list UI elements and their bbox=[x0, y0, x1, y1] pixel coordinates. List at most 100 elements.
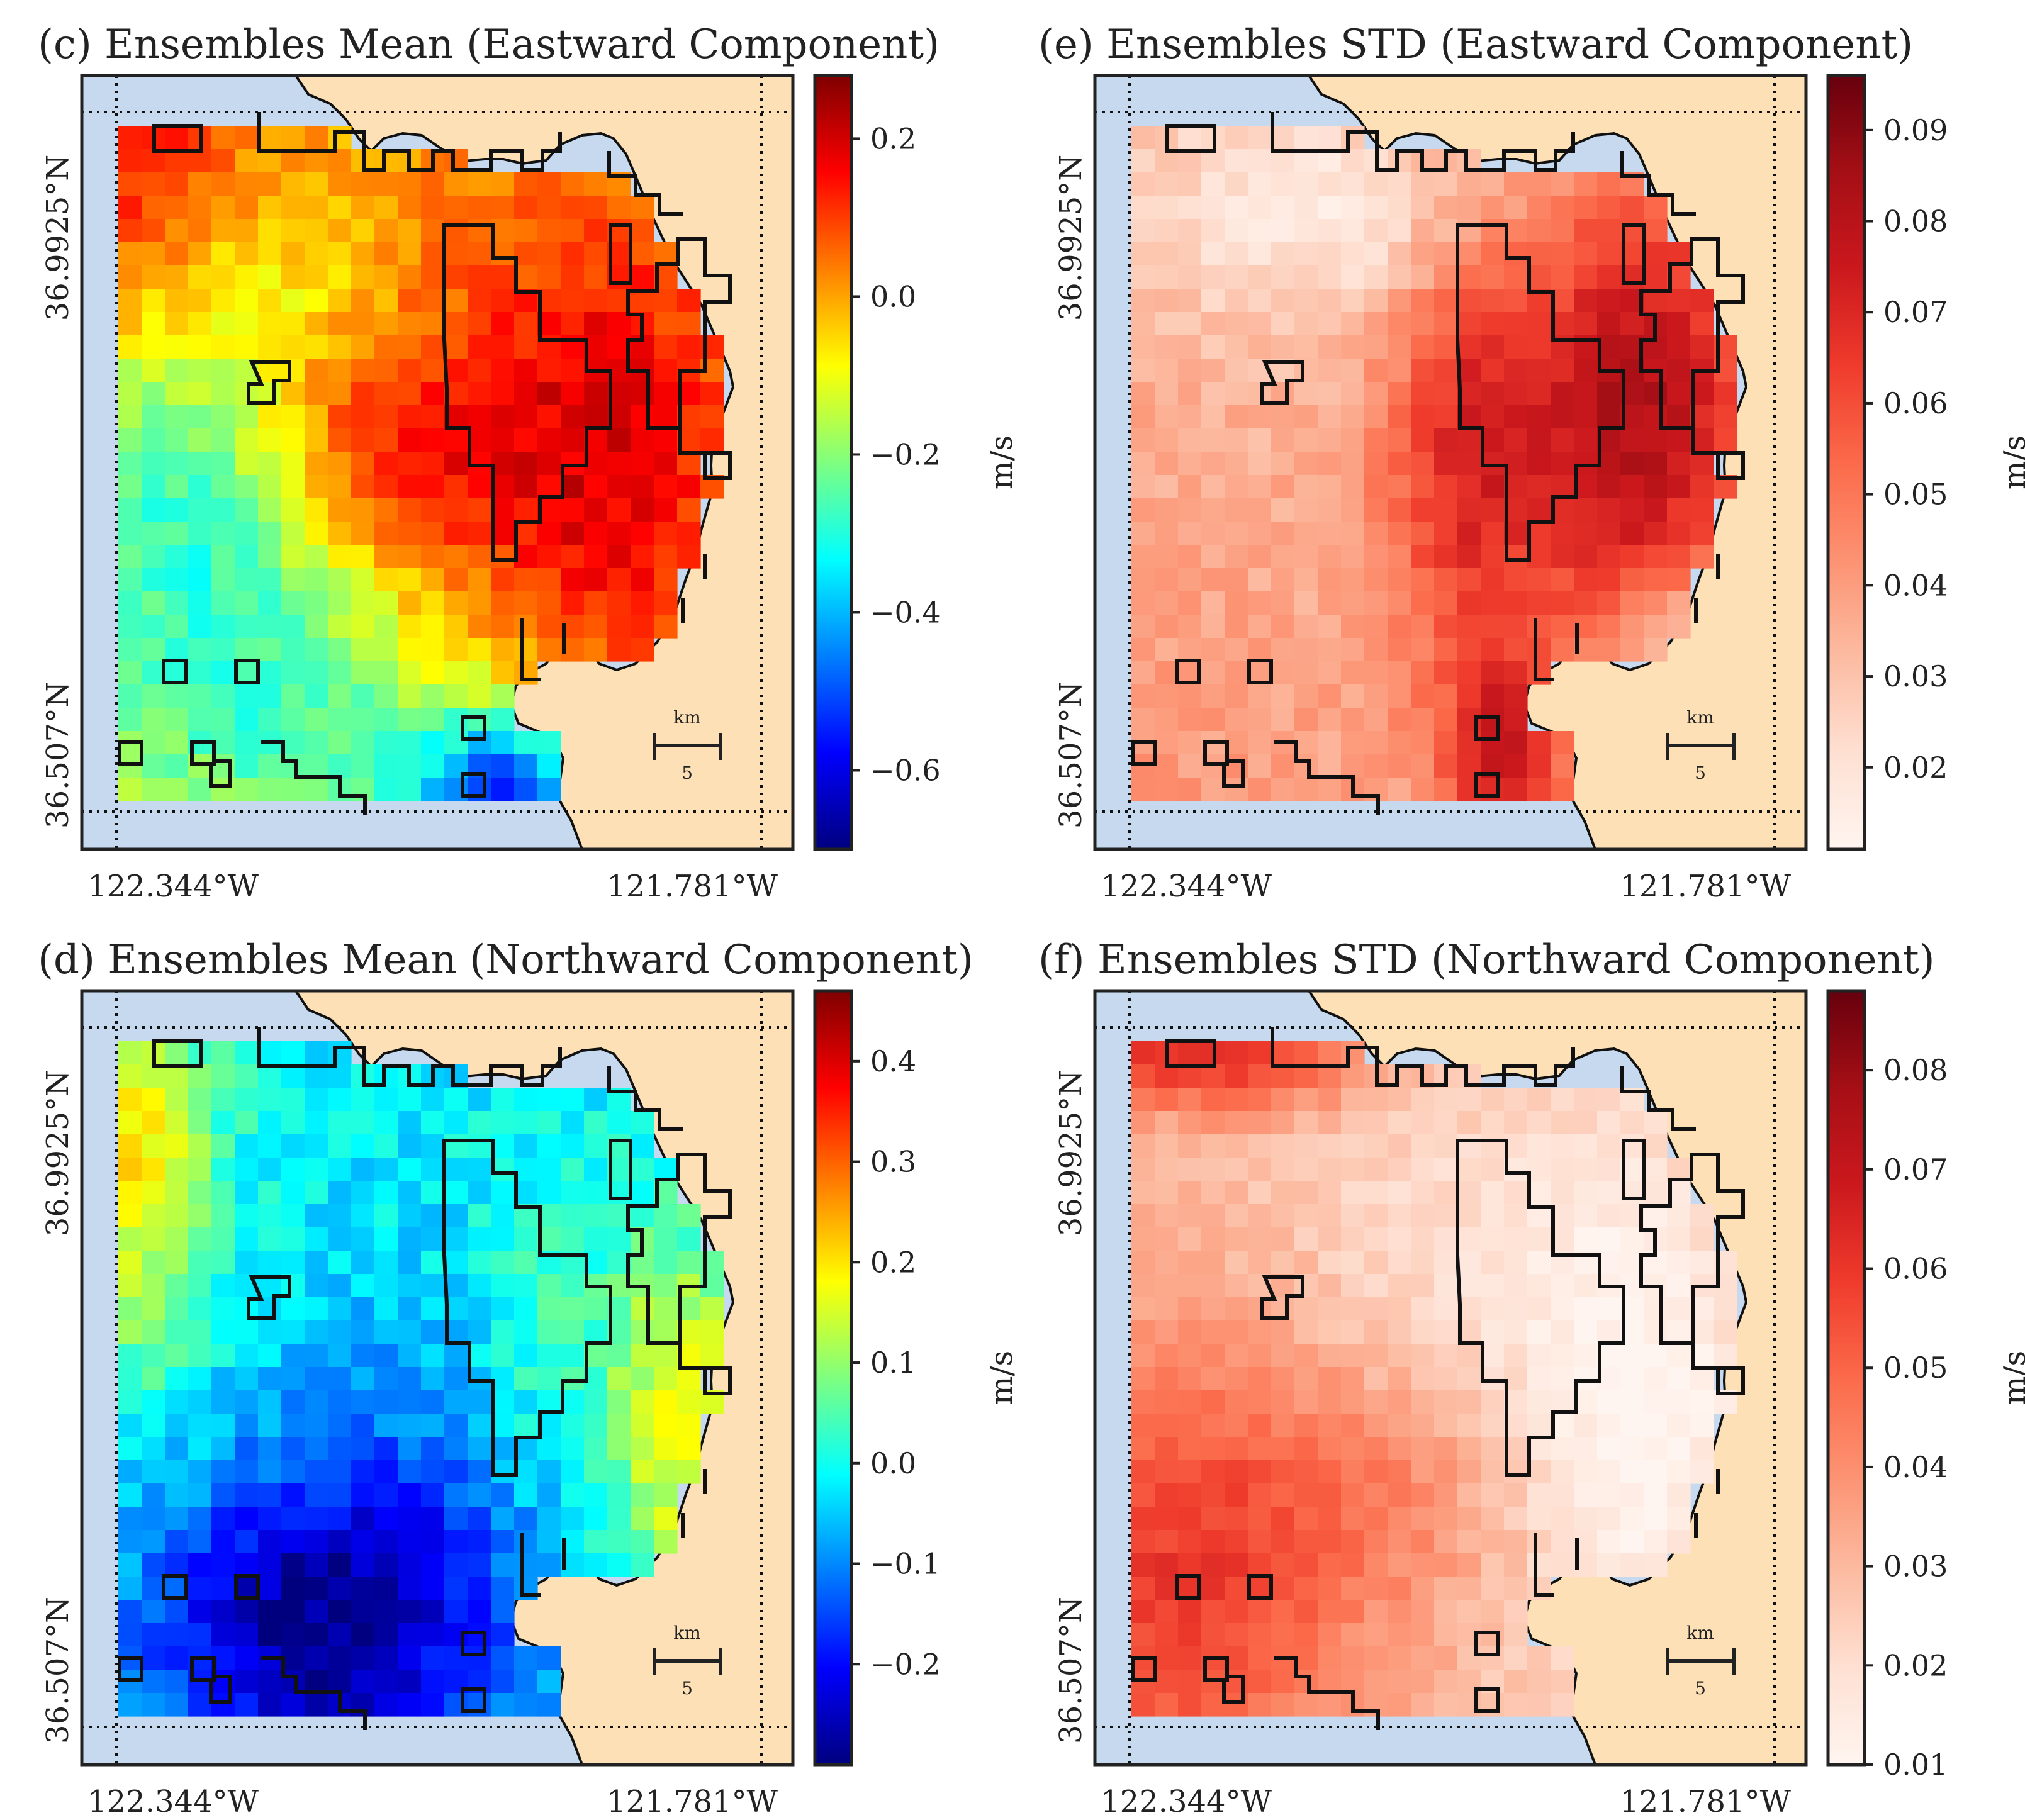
heat-cell bbox=[1318, 1344, 1342, 1368]
heat-cell bbox=[1644, 1367, 1668, 1391]
heat-cell bbox=[1271, 265, 1295, 289]
heat-cell bbox=[1644, 1530, 1668, 1554]
heat-cell bbox=[1341, 1158, 1365, 1181]
heat-cell bbox=[1318, 289, 1342, 313]
heat-cell bbox=[1271, 1134, 1295, 1158]
heat-cell bbox=[142, 591, 165, 615]
heat-cell bbox=[491, 172, 515, 196]
heat-cell bbox=[421, 1600, 445, 1624]
heat-cell bbox=[491, 615, 515, 639]
heat-cell bbox=[235, 1181, 259, 1205]
heat-cell bbox=[514, 591, 538, 615]
heat-cell bbox=[1341, 1134, 1365, 1158]
heat-cell bbox=[1597, 172, 1621, 196]
heat-cell bbox=[1504, 1251, 1528, 1275]
heat-cell bbox=[305, 289, 328, 313]
heat-cell bbox=[607, 1344, 631, 1368]
heat-cell bbox=[654, 545, 678, 569]
heat-cell bbox=[1225, 1088, 1248, 1112]
heat-cell bbox=[1481, 1158, 1505, 1181]
heat-cell bbox=[1527, 638, 1551, 662]
heat-cell bbox=[281, 1553, 305, 1577]
heat-cell bbox=[1294, 1367, 1318, 1391]
heat-cell bbox=[537, 1693, 561, 1717]
heat-cell bbox=[1201, 242, 1225, 266]
heat-cell bbox=[607, 428, 631, 452]
heat-cell bbox=[1667, 1507, 1691, 1531]
heat-cell bbox=[258, 1483, 282, 1507]
heat-cell bbox=[235, 172, 259, 196]
heat-cell bbox=[1341, 1530, 1365, 1554]
heat-cell bbox=[142, 731, 165, 755]
heat-cell bbox=[584, 265, 608, 289]
heat-cell bbox=[351, 1437, 375, 1461]
heat-cell bbox=[1690, 1204, 1714, 1228]
heat-cell bbox=[561, 1414, 585, 1438]
heat-cell bbox=[1341, 405, 1365, 429]
heat-cell bbox=[444, 568, 468, 592]
heat-cell bbox=[1271, 149, 1295, 173]
heat-cell bbox=[561, 1158, 585, 1181]
heat-cell bbox=[235, 1693, 259, 1717]
heat-cell bbox=[491, 1297, 515, 1321]
zone-outline bbox=[1175, 659, 1201, 684]
heat-cell bbox=[188, 382, 212, 406]
heat-cell bbox=[165, 452, 189, 476]
heat-cell bbox=[351, 405, 375, 429]
heat-cell bbox=[1481, 708, 1505, 732]
heat-cell bbox=[1481, 1320, 1505, 1344]
zone-outline bbox=[1474, 715, 1500, 741]
heat-cell bbox=[1551, 1646, 1574, 1670]
heat-cell bbox=[631, 1204, 654, 1228]
heat-cell bbox=[118, 545, 142, 569]
heat-cell bbox=[1574, 1390, 1598, 1414]
heat-cell bbox=[118, 1134, 142, 1158]
heat-cell bbox=[165, 242, 189, 266]
heat-cell bbox=[1504, 754, 1528, 778]
heat-cell bbox=[1457, 568, 1481, 592]
zone-outline bbox=[1456, 223, 1625, 562]
heat-cell bbox=[514, 1483, 538, 1507]
heat-cell bbox=[1178, 1088, 1202, 1112]
heat-cell bbox=[258, 1670, 282, 1694]
heat-cell bbox=[305, 778, 328, 801]
heat-cell bbox=[1341, 1204, 1365, 1228]
heat-cell bbox=[1318, 615, 1342, 639]
heat-cell bbox=[165, 1483, 189, 1507]
heat-cell bbox=[1131, 172, 1155, 196]
heat-cell bbox=[351, 1320, 375, 1344]
heat-cell bbox=[281, 219, 305, 243]
heat-cell bbox=[188, 1251, 212, 1275]
heat-cell bbox=[421, 1460, 445, 1484]
heat-cell bbox=[305, 1530, 328, 1554]
heat-cell bbox=[1294, 1553, 1318, 1577]
heat-cell bbox=[584, 1111, 608, 1135]
heat-cell bbox=[235, 289, 259, 313]
zone-outline bbox=[626, 1153, 732, 1345]
heat-cell bbox=[142, 1414, 165, 1438]
heat-cell bbox=[1271, 1320, 1295, 1344]
heat-cell bbox=[654, 1437, 678, 1461]
heat-cell bbox=[1178, 335, 1202, 359]
heat-cell bbox=[1551, 1390, 1574, 1414]
heat-cell bbox=[1388, 498, 1411, 522]
colorbar-tick-label: 0.0 bbox=[870, 279, 916, 313]
heat-cell bbox=[1178, 708, 1202, 732]
scale-bar bbox=[653, 733, 722, 760]
map-panel: km5(c) Ensembles Mean (Eastward Componen… bbox=[38, 21, 1019, 904]
heat-cell bbox=[1411, 359, 1435, 382]
heat-cell bbox=[1457, 312, 1481, 336]
heat-cell bbox=[700, 1344, 724, 1368]
zone-outline bbox=[442, 1139, 612, 1477]
heat-cell bbox=[235, 242, 259, 266]
heat-cell bbox=[1294, 684, 1318, 708]
heat-cell bbox=[1551, 754, 1574, 778]
heat-cell bbox=[328, 1437, 352, 1461]
heat-cell bbox=[1155, 754, 1179, 778]
heat-cell bbox=[211, 1367, 235, 1391]
heat-cell bbox=[281, 335, 305, 359]
heat-cell bbox=[305, 428, 328, 452]
heat-cell bbox=[1131, 1320, 1155, 1344]
heat-cell bbox=[1248, 684, 1272, 708]
heat-cell bbox=[281, 754, 305, 778]
